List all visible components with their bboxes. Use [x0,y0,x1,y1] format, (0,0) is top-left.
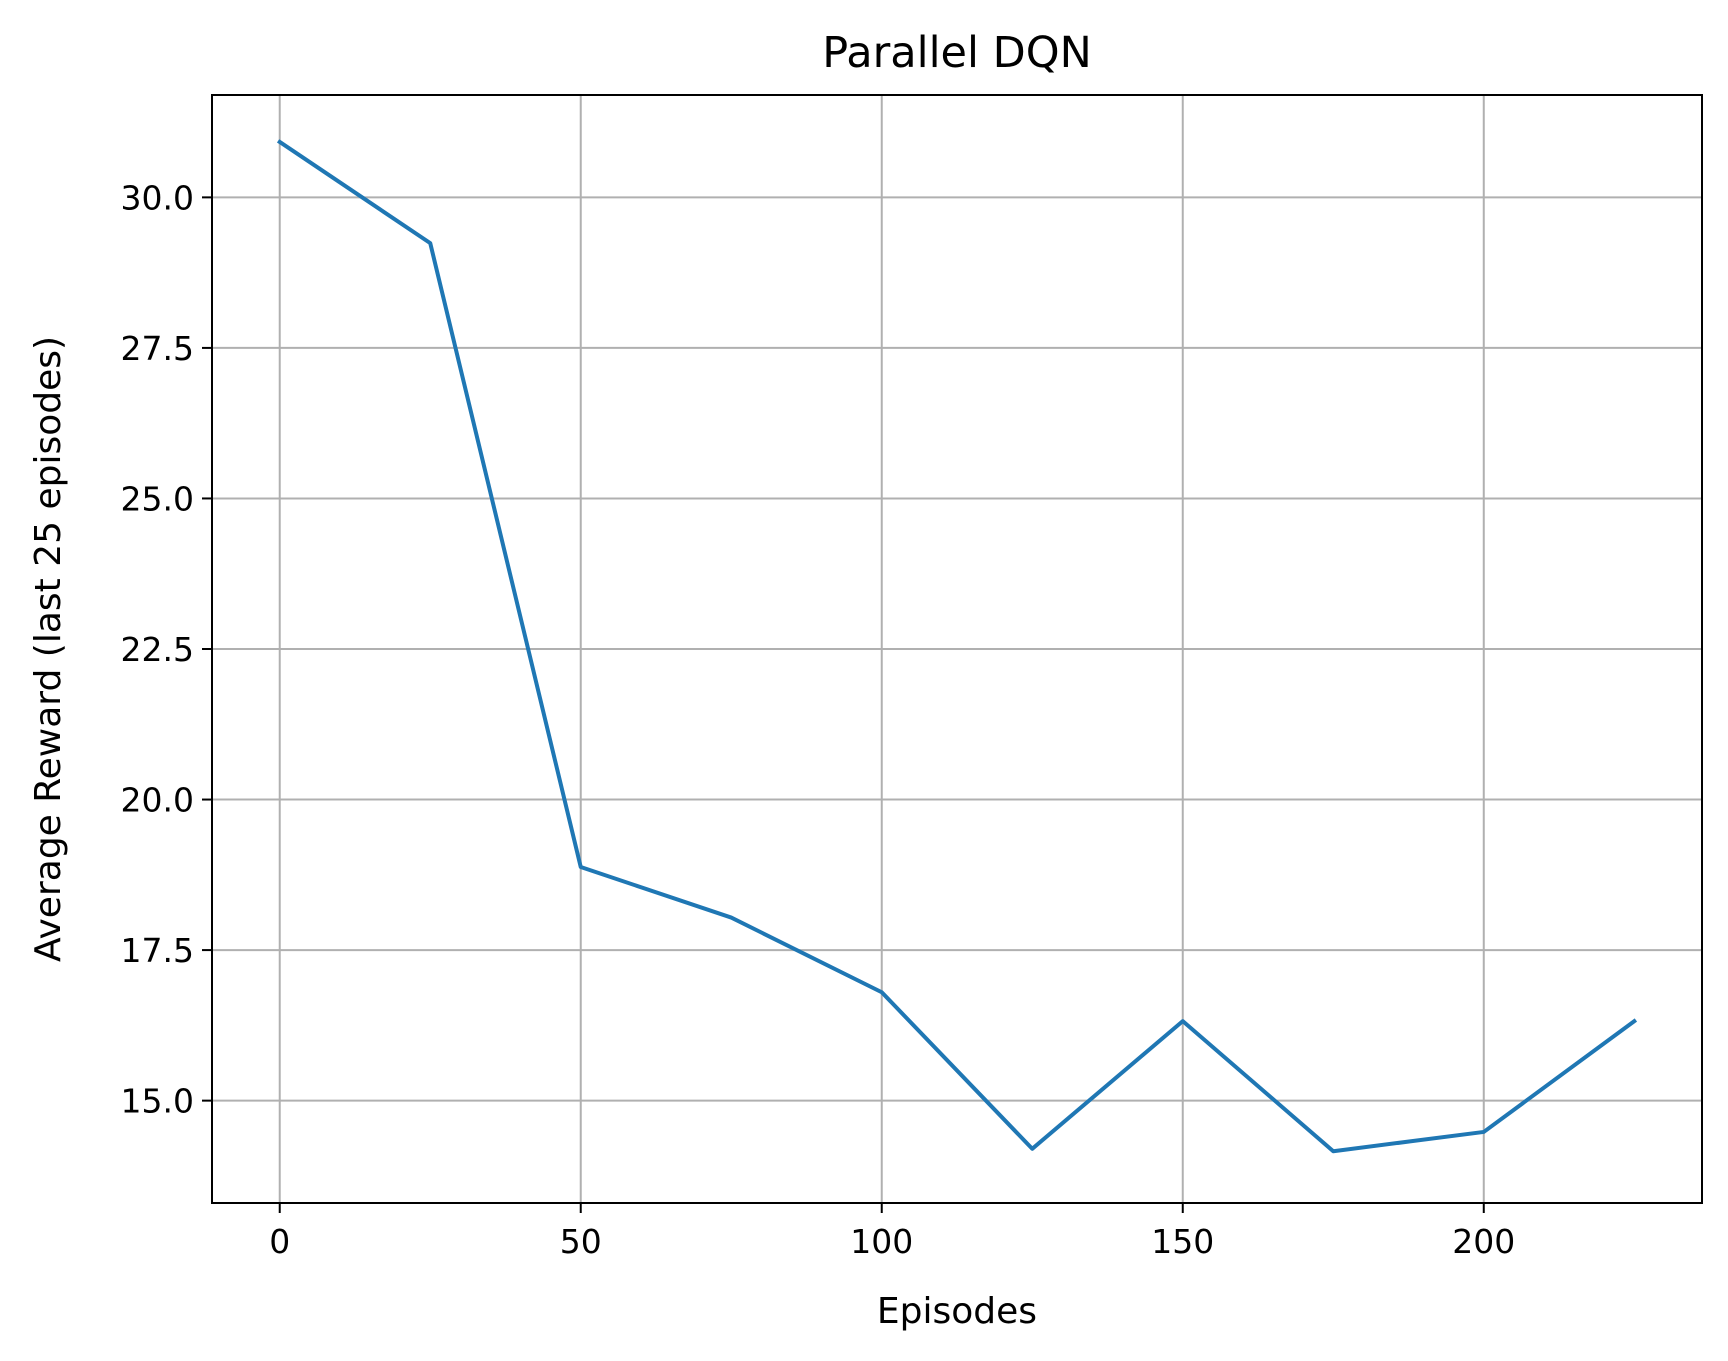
data-point [579,865,583,869]
grid-layer [212,95,1702,1203]
y-tick-label: 15.0 [121,1082,194,1121]
y-axis-title: Average Reward (last 25 episodes) [28,336,69,962]
x-tick-label: 100 [850,1222,913,1261]
x-tick-label: 150 [1151,1222,1214,1261]
data-point [729,916,733,920]
y-tick-label: 27.5 [121,329,194,368]
x-tick-label: 200 [1452,1222,1515,1261]
data-point [278,140,282,144]
series-layer [276,139,1638,1154]
series-line [276,139,1638,1154]
data-point [1030,1147,1034,1151]
y-tick-label: 20.0 [121,781,194,820]
x-tick-label: 50 [560,1222,602,1261]
y-tick-label: 30.0 [121,178,194,217]
x-axis-title: Episodes [877,1291,1037,1332]
data-point [1632,1019,1636,1023]
x-tick-label: 0 [269,1222,290,1261]
ticks-layer: 0 50 100 150 200 15.0 17.5 20.0 22.5 25.0 27.5 30.0 [121,178,1516,1261]
y-tick-label: 25.0 [121,479,194,518]
data-point [880,990,884,994]
data-point [1482,1130,1486,1134]
y-tick-label: 17.5 [121,931,194,970]
data-point [428,241,432,245]
chart-title: Parallel DQN [822,28,1091,78]
data-point [1331,1149,1335,1153]
y-tick-label: 22.5 [121,630,194,669]
data-point [1181,1019,1185,1023]
